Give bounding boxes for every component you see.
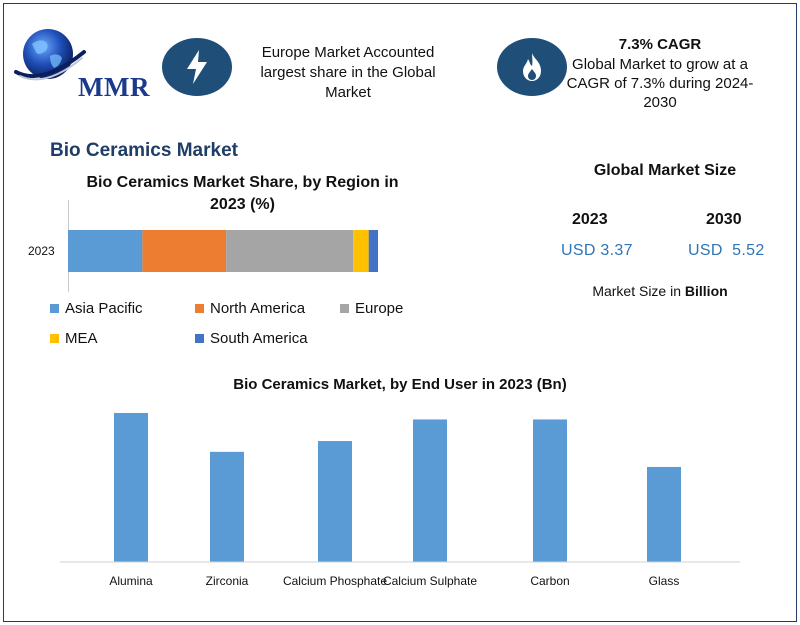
category-label: Calcium Phosphate xyxy=(283,574,387,588)
legend-item: Asia Pacific xyxy=(50,300,143,317)
note-line: Market xyxy=(325,84,371,101)
mmr-logo: MMR xyxy=(12,22,149,102)
section-title: Bio Ceramics Market xyxy=(50,140,238,161)
market-size-unit: Market Size in Billion xyxy=(560,283,760,299)
note-line: largest share in the Global xyxy=(260,64,436,81)
lightning-icon-badge xyxy=(162,38,232,96)
share-segment-asia-pacific xyxy=(68,230,143,272)
year-2030-label: 2030 xyxy=(706,211,742,228)
bar-alumina xyxy=(114,412,148,562)
bar-glass xyxy=(647,466,681,562)
category-label: Alumina xyxy=(109,574,153,588)
share-chart-category-label: 2023 xyxy=(28,244,55,258)
legend-swatch xyxy=(195,304,204,313)
share-segment-north-america xyxy=(142,230,227,272)
flame-icon xyxy=(523,53,541,81)
legend-swatch xyxy=(50,334,59,343)
cagr-title: 7.3% CAGR xyxy=(618,36,702,53)
enduser-chart-title: Bio Ceramics Market, by End User in 2023… xyxy=(233,376,567,393)
share-segment-mea xyxy=(353,230,369,272)
share-segment-south-america xyxy=(368,230,378,272)
value-2023: USD 3.37 xyxy=(561,242,633,259)
europe-share-note: Europe Market Accounted largest share in… xyxy=(248,43,448,103)
enduser-bar-chart: Alumina Zirconia Calcium PhosphateCalcium … xyxy=(60,412,740,588)
share-stacked-bar xyxy=(68,230,378,272)
category-label: Carbon xyxy=(530,574,569,588)
note-line: CAGR of 7.3% during 2024- xyxy=(566,75,754,92)
category-label: Calcium Sulphate xyxy=(383,574,477,588)
legend-label: Europe xyxy=(355,300,404,317)
legend-swatch xyxy=(195,334,204,343)
legend-swatch xyxy=(50,304,59,313)
cagr-note: Global Market to grow at a CAGR of 7.3% … xyxy=(560,55,760,112)
share-chart-title: Bio Ceramics Market Share, by Region in … xyxy=(86,174,399,213)
note-line: Europe Market Accounted xyxy=(261,44,435,61)
legend-label: Asia Pacific xyxy=(65,300,143,317)
legend-item: MEA xyxy=(50,330,98,347)
bar-carbon xyxy=(533,419,567,562)
note-line: Global Market to grow at a xyxy=(572,56,748,73)
bar-calcium-phosphate xyxy=(318,441,352,562)
legend-swatch xyxy=(340,304,349,313)
bar-calcium-sulphate xyxy=(413,419,447,562)
legend-label: South America xyxy=(210,330,308,347)
legend-label: MEA xyxy=(65,330,98,347)
category-label: Zirconia xyxy=(206,574,249,588)
market-size-title: Global Market Size xyxy=(593,162,737,179)
note-line: 2030 xyxy=(643,94,677,111)
share-segment-europe xyxy=(226,230,354,272)
flame-icon-badge xyxy=(497,38,567,96)
legend-item: South America xyxy=(195,330,308,347)
bar-zirconia xyxy=(210,451,244,562)
infographic-frame xyxy=(3,3,797,622)
lightning-icon xyxy=(187,50,207,84)
category-label: Glass xyxy=(649,574,680,588)
legend-label: North America xyxy=(210,300,306,317)
year-2023-label: 2023 xyxy=(572,211,608,228)
legend-item: Europe xyxy=(340,300,403,317)
value-2030: USD 5.52 xyxy=(688,242,765,259)
logo-text: MMR xyxy=(78,72,150,102)
globe-icon xyxy=(14,29,86,81)
legend-item: North America xyxy=(195,300,305,317)
unit-prefix: Market Size in xyxy=(592,283,685,299)
unit-bold: Billion xyxy=(684,283,728,299)
